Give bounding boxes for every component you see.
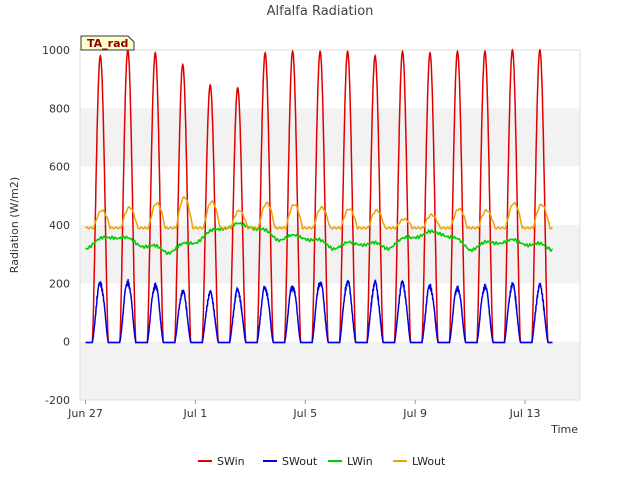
x-tick-label: Jul 13 (509, 407, 541, 420)
x-tick-label: Jul 9 (402, 407, 427, 420)
grid-band (80, 225, 580, 284)
grid-bands (80, 50, 580, 400)
y-tick-label: 400 (49, 219, 70, 232)
series-line-swout (85, 278, 553, 344)
chart-title: Alfalfa Radiation (267, 4, 374, 19)
legend-item-lwout: LWout (393, 455, 446, 468)
x-tick-label: Jun 27 (67, 407, 103, 420)
grid-band (80, 108, 580, 167)
legend-label: SWin (217, 455, 245, 468)
plot-border (79, 49, 581, 401)
y-axis-label: Radiation (W/m2) (8, 177, 21, 273)
series-line-lwout (84, 196, 554, 231)
legend-label: LWin (347, 455, 373, 468)
badge-box (80, 35, 135, 51)
x-tick-label: Jul 5 (292, 407, 317, 420)
y-tick-label: 800 (49, 102, 70, 115)
legend: SWin SWout LWin LWout (198, 455, 446, 468)
y-tick-label: 0 (63, 336, 70, 349)
x-axis: Jun 27 Jul 1 Jul 5 Jul 9 Jul 13 (67, 400, 540, 420)
legend-item-swin: SWin (198, 455, 245, 468)
y-tick-label: 200 (49, 277, 70, 290)
grid-band (80, 341, 580, 400)
ta-rad-badge: TA_rad (80, 35, 135, 51)
legend-item-swout: SWout (263, 455, 318, 468)
x-axis-label: Time (550, 423, 578, 436)
grid-band (80, 50, 580, 109)
y-axis: -200 0 200 400 600 800 1000 (42, 44, 70, 407)
grid-band (80, 166, 580, 225)
legend-label: SWout (282, 455, 318, 468)
badge-label: TA_rad (87, 37, 128, 50)
x-tick-label: Jul 1 (182, 407, 207, 420)
y-tick-label: 600 (49, 161, 70, 174)
series-layer (84, 48, 554, 344)
y-tick-label: -200 (45, 394, 70, 407)
series-line-lwin (85, 221, 554, 256)
y-tick-label: 1000 (42, 44, 70, 57)
legend-label: LWout (412, 455, 446, 468)
legend-item-lwin: LWin (328, 455, 373, 468)
